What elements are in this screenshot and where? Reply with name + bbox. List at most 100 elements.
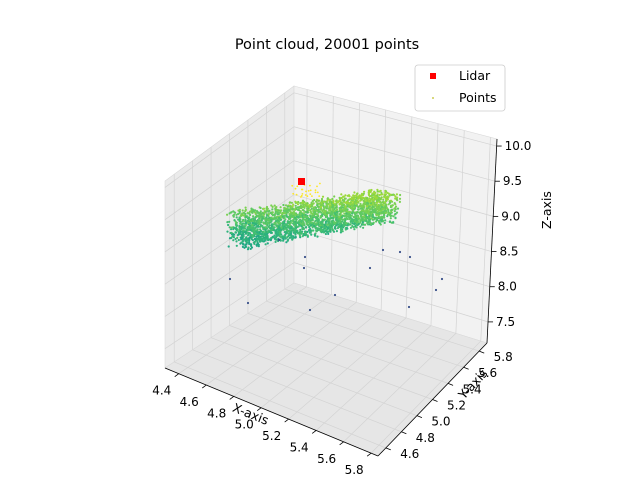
data-point: [318, 202, 322, 205]
data-point: [228, 220, 231, 223]
data-point: [242, 211, 246, 214]
data-point: [291, 184, 294, 187]
data-point: [253, 218, 256, 221]
x-tick-label: 4.8: [207, 406, 226, 420]
data-point: [323, 209, 326, 212]
data-point: [384, 201, 387, 204]
x-tick-label: 4.4: [152, 384, 171, 398]
data-point: [349, 216, 352, 219]
data-point: [356, 210, 359, 214]
data-point: [243, 246, 246, 249]
data-point: [294, 236, 297, 239]
data-point: [239, 220, 242, 224]
data-point: [262, 213, 265, 216]
data-point: [335, 222, 338, 225]
data-point: [285, 241, 288, 244]
data-point: [266, 242, 269, 245]
y-tick-label: 5.6: [478, 366, 497, 380]
data-point: [376, 219, 379, 222]
data-point: [266, 214, 269, 217]
data-point: [265, 216, 268, 219]
y-grid-floor: [229, 325, 433, 400]
data-point: [327, 207, 330, 210]
z-grid-back: [293, 228, 490, 288]
x-tick-label: 5.0: [235, 418, 254, 432]
data-point: [313, 221, 316, 224]
data-point: [352, 210, 355, 213]
data-point: [328, 198, 332, 201]
data-point: [335, 201, 338, 204]
data-point: [346, 208, 349, 211]
y-tick-mark: [479, 350, 485, 354]
data-point: [245, 231, 248, 234]
x-grid-back: [455, 130, 465, 334]
data-point: [274, 210, 278, 213]
x-tick-mark: [366, 452, 372, 457]
data-point: [255, 235, 258, 238]
data-point: [307, 190, 310, 192]
data-point: [289, 234, 293, 237]
z-grid-left: [164, 126, 295, 220]
data-point: [335, 230, 338, 233]
data-point: [308, 204, 311, 207]
data-point: [284, 207, 287, 210]
x-tick-label: 5.8: [345, 463, 364, 477]
data-point: [283, 216, 286, 219]
data-point: [360, 194, 363, 197]
data-point: [310, 233, 313, 236]
data-point: [382, 198, 385, 201]
data-point: [320, 205, 323, 208]
data-point: [298, 219, 301, 222]
data-point: [362, 192, 365, 195]
data-point: [339, 206, 342, 209]
data-point: [378, 212, 381, 215]
data-point: [361, 221, 364, 224]
data-point: [340, 193, 343, 196]
data-point: [365, 205, 368, 208]
data-point: [342, 224, 346, 228]
data-point: [239, 230, 242, 233]
data-point: [262, 226, 266, 229]
data-point: [273, 221, 276, 225]
data-point: [288, 201, 292, 204]
data-point: [300, 188, 303, 191]
data-point: [339, 225, 342, 228]
data-point: [304, 231, 307, 234]
data-point: [268, 219, 271, 222]
data-point: [367, 223, 370, 226]
y-tick-label: 4.6: [400, 447, 419, 461]
data-point: [343, 199, 346, 202]
data-point: [355, 219, 358, 222]
data-point: [294, 187, 297, 190]
data-point: [245, 243, 248, 246]
data-point: [376, 210, 379, 214]
data-point: [275, 236, 278, 239]
data-point: [267, 238, 270, 241]
data-point: [269, 238, 273, 241]
data-point: [301, 214, 304, 217]
data-point: [252, 215, 255, 218]
data-point: [291, 214, 294, 218]
data-point: [286, 205, 290, 208]
data-point: [257, 234, 260, 238]
data-point: [300, 225, 303, 228]
data-point: [300, 196, 302, 198]
data-point: [237, 212, 240, 216]
data-point: [259, 206, 262, 210]
data-point: [286, 225, 289, 229]
data-point: [285, 211, 288, 214]
data-point: [305, 222, 308, 225]
data-point: [381, 218, 384, 221]
data-point: [359, 207, 362, 210]
data-point: [302, 212, 305, 215]
data-point: [268, 230, 271, 233]
data-point: [360, 211, 363, 214]
y-tick-mark: [463, 366, 469, 370]
data-point: [337, 220, 340, 223]
data-point: [288, 229, 291, 232]
outlier-point: [408, 255, 412, 259]
data-point: [354, 200, 357, 203]
data-point: [241, 231, 244, 234]
data-point: [240, 234, 244, 237]
data-point: [341, 203, 344, 206]
